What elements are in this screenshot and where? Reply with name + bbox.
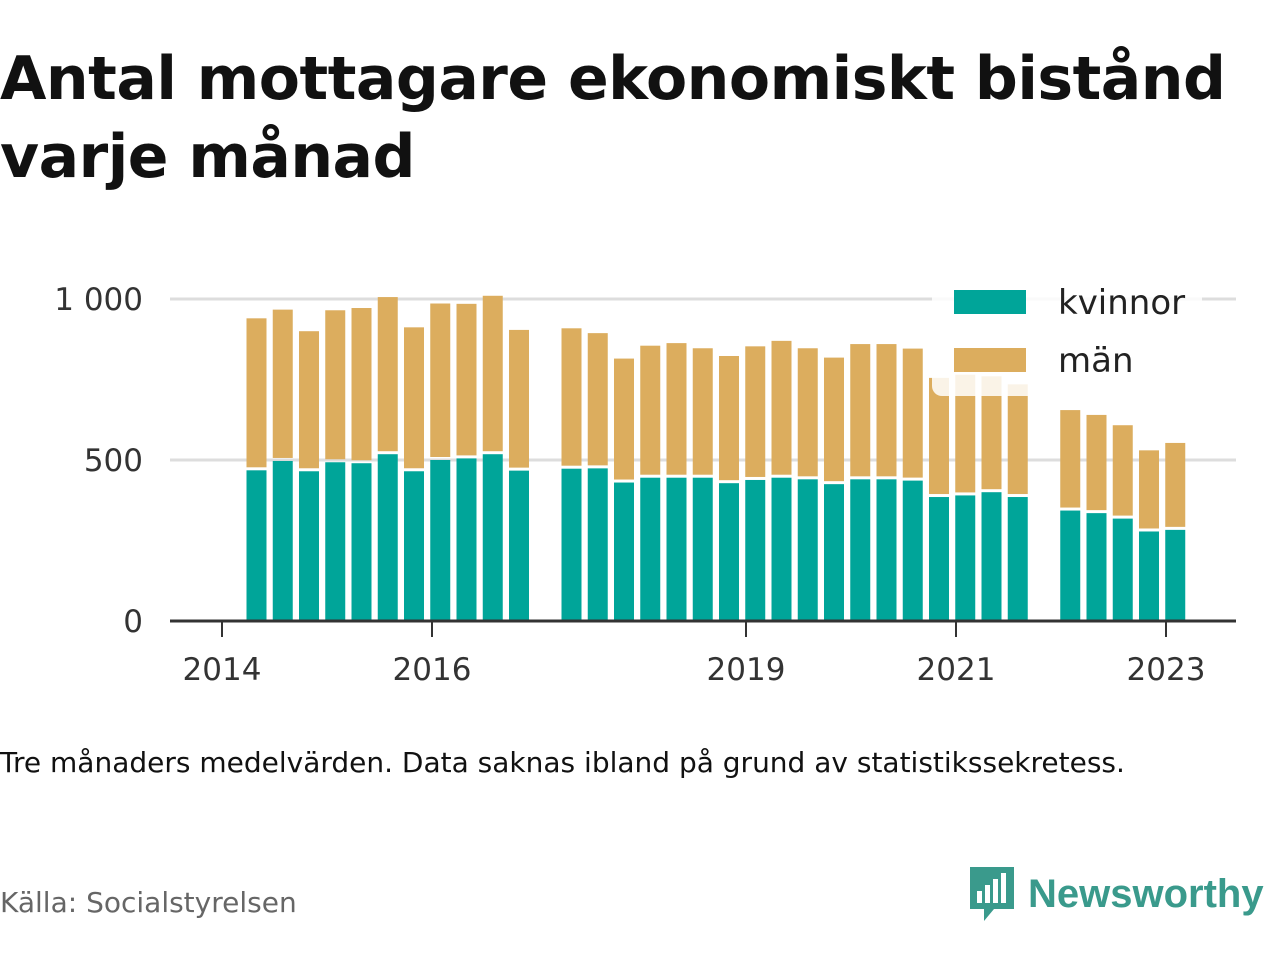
- x-tick-label: 2016: [393, 652, 472, 688]
- bar-man: [1165, 442, 1186, 527]
- axes: 0 500 1 000 2014 2016 2019 2021 2023: [54, 282, 1236, 688]
- bar-kvinnor: [456, 458, 477, 621]
- y-tick-label: 1 000: [54, 282, 143, 318]
- x-tick-label: 2023: [1127, 652, 1206, 688]
- bar-kvinnor: [509, 470, 529, 621]
- bar-man: [404, 327, 424, 469]
- bar-kvinnor: [404, 471, 424, 621]
- bar-man: [614, 358, 634, 480]
- bar-kvinnor: [1086, 513, 1107, 621]
- bar-man: [561, 328, 582, 466]
- bar-kvinnor: [482, 454, 503, 621]
- bar-man: [797, 348, 818, 477]
- bar-man: [482, 295, 503, 452]
- legend-label: män: [1058, 341, 1134, 381]
- bar-kvinnor: [876, 479, 897, 621]
- bar-kvinnor: [797, 479, 818, 621]
- y-tick-label: 500: [84, 443, 143, 479]
- y-tick-label: 0: [123, 604, 143, 640]
- brand-name: Newsworthy: [1028, 871, 1264, 916]
- bar-man: [587, 333, 608, 466]
- bar-kvinnor: [246, 470, 267, 621]
- chart-title: Antal mottagare ekonomiskt bistånd varje…: [0, 44, 1226, 192]
- bar-kvinnor: [666, 477, 687, 621]
- bar-man: [719, 355, 739, 481]
- bar-kvinnor: [981, 492, 1002, 621]
- bar-man: [1060, 410, 1081, 508]
- bar-man: [850, 344, 871, 477]
- x-tick-label: 2014: [183, 652, 262, 688]
- bar-man: [745, 346, 766, 477]
- bar-man: [640, 345, 661, 475]
- bar-man: [824, 357, 844, 482]
- bar-kvinnor: [692, 477, 713, 621]
- bar-kvinnor: [351, 463, 372, 621]
- bar-man: [902, 348, 923, 478]
- bar-man: [325, 310, 346, 460]
- bar-kvinnor: [377, 454, 398, 621]
- bar-kvinnor: [1060, 510, 1081, 621]
- bar-kvinnor: [587, 468, 608, 621]
- x-tick-label: 2021: [917, 652, 996, 688]
- bar-kvinnor: [640, 477, 661, 621]
- bar-man: [456, 303, 477, 456]
- chart-note: Tre månaders medelvärden. Data saknas ib…: [0, 746, 1125, 779]
- stacked-bar-chart: 0 500 1 000 2014 2016 2019 2021 2023 kvinnor män: [54, 278, 1236, 688]
- bar-man: [272, 309, 293, 458]
- bar-man: [377, 297, 398, 452]
- bar-man: [1112, 425, 1133, 516]
- bar-man: [666, 343, 687, 475]
- bar-man: [771, 340, 792, 475]
- legend-label: kvinnor: [1058, 283, 1185, 323]
- bar-kvinnor: [272, 460, 293, 621]
- bar-kvinnor: [902, 480, 923, 621]
- legend: kvinnor män: [932, 278, 1202, 396]
- bar-man: [1139, 450, 1159, 529]
- bar-kvinnor: [325, 462, 346, 621]
- bar-kvinnor: [850, 479, 871, 621]
- bar-man: [430, 303, 451, 457]
- bar-man: [1086, 414, 1107, 511]
- bar-kvinnor: [824, 484, 844, 621]
- bar-man: [955, 374, 976, 493]
- bar-kvinnor: [1139, 531, 1159, 621]
- bar-man: [981, 376, 1002, 490]
- bar-kvinnor: [299, 471, 319, 621]
- bar-kvinnor: [1112, 518, 1133, 621]
- bar-kvinnor: [614, 482, 634, 621]
- bar-man: [876, 344, 897, 477]
- newsworthy-logo-icon: [970, 867, 1014, 921]
- x-tick-label: 2019: [707, 652, 786, 688]
- bar-kvinnor: [955, 495, 976, 621]
- bar-kvinnor: [745, 479, 766, 621]
- bar-kvinnor: [719, 483, 739, 621]
- bar-man: [929, 377, 949, 495]
- bar-man: [509, 329, 529, 468]
- bar-kvinnor: [430, 460, 451, 621]
- bar-kvinnor: [929, 497, 949, 621]
- bar-kvinnor: [771, 477, 792, 621]
- bar-man: [299, 331, 319, 469]
- legend-swatch: [954, 290, 1026, 314]
- bar-man: [351, 308, 372, 461]
- bar-kvinnor: [561, 468, 582, 621]
- bar-kvinnor: [1165, 529, 1186, 621]
- bar-kvinnor: [1007, 497, 1028, 621]
- legend-swatch: [954, 348, 1026, 372]
- source-text: Källa: Socialstyrelsen: [0, 886, 297, 919]
- bar-man: [692, 348, 713, 475]
- bar-man: [1007, 384, 1028, 495]
- newsworthy-logo[interactable]: Newsworthy: [966, 862, 1264, 926]
- bars: [246, 295, 1186, 621]
- bar-man: [246, 318, 267, 468]
